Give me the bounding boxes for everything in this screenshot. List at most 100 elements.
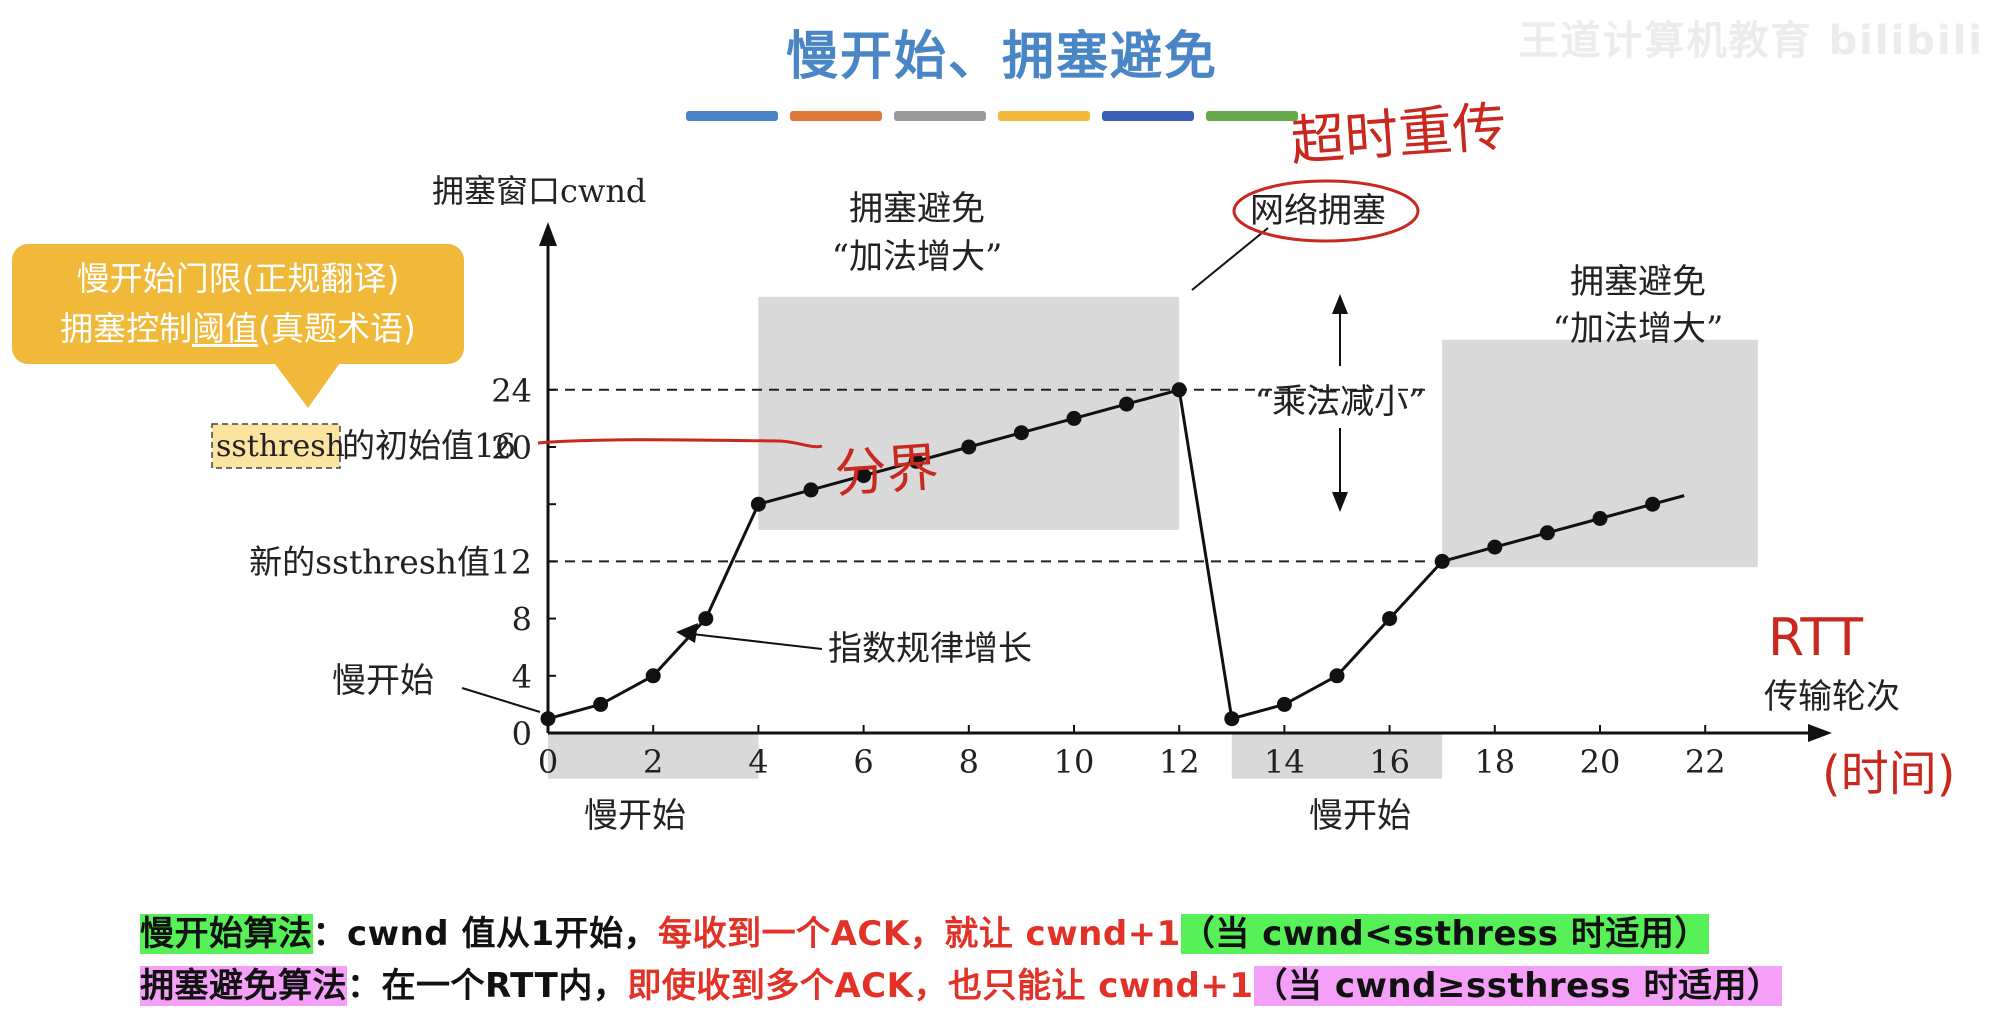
ssthresh-initial-box xyxy=(211,423,341,469)
handwritten-boundary: 分界 xyxy=(833,438,941,505)
callout-line1: 慢开始门限(正规翻译) xyxy=(76,259,400,298)
data-point-first-11 xyxy=(1119,396,1135,412)
callout-line2-suffix: (真题术语) xyxy=(258,309,416,348)
callout-line2: 拥塞控制阈值(真题术语) xyxy=(12,304,464,354)
ssthresh-initial-label: 的初始值16 xyxy=(342,426,516,465)
y-tick-label-4: 4 xyxy=(512,658,532,696)
color-bar-segment-5 xyxy=(1206,111,1298,121)
shaded-region-2 xyxy=(1231,733,1443,779)
x-tick-label-10: 10 xyxy=(1054,743,1095,781)
annotation-slow-start: 慢开始 xyxy=(332,661,434,701)
slow-start-part2: 每收到一个ACK，就让 cwnd+1 xyxy=(658,914,1181,954)
slow-start-algorithm: 慢开始算法：cwnd 值从1开始，每收到一个ACK，就让 cwnd+1（当 cw… xyxy=(140,906,1709,955)
annotation-exponential: 指数规律增长 xyxy=(828,629,1032,669)
color-bar xyxy=(686,106,1310,125)
annotation-slow-start-line xyxy=(461,687,541,713)
x-tick-label-0: 0 xyxy=(538,743,558,781)
shaded-region-0 xyxy=(548,733,759,779)
callout-line2-underlined: 阈值 xyxy=(192,309,259,348)
callout-tail xyxy=(272,360,342,408)
data-point-first-8 xyxy=(961,439,977,455)
congestion-avoid-part2: 即使收到多个ACK，也只能让 cwnd+1 xyxy=(627,966,1254,1006)
data-point-second-14 xyxy=(1276,696,1292,712)
x-tick-label-16: 16 xyxy=(1369,743,1410,781)
annotation-exponential-arrow xyxy=(676,623,698,643)
color-bar-segment-1 xyxy=(790,111,882,121)
series-line-drop xyxy=(1177,389,1234,719)
congestion-avoid-algorithm: 拥塞避免算法：在一个RTT内，即使收到多个ACK，也只能让 cwnd+1（当 c… xyxy=(140,958,1782,1007)
color-bar-segment-0 xyxy=(686,111,778,121)
watermark: 王道计算机教育 bilibili xyxy=(1518,18,1984,64)
data-point-first-10 xyxy=(1066,410,1082,426)
x-tick-label-4: 4 xyxy=(748,743,768,781)
slow-start-condition: （当 cwnd<ssthress 时适用） xyxy=(1180,914,1709,954)
color-bar-segment-4 xyxy=(1102,111,1194,121)
congestion-avoid-part1: 在一个RTT内， xyxy=(381,966,628,1006)
page-title: 慢开始、拥塞避免 xyxy=(785,27,1218,87)
data-point-first-12 xyxy=(1171,382,1187,398)
annotation-congestion-line xyxy=(1191,227,1269,291)
x-tick-label-22: 22 xyxy=(1685,743,1726,781)
data-point-first-7 xyxy=(908,453,924,469)
y-tick-label-24: 24 xyxy=(491,372,532,410)
data-point-first-9 xyxy=(1013,425,1029,441)
slow-start-part1: cwnd 值从1开始， xyxy=(347,914,659,954)
congestion-avoid-algorithm-name: 拥塞避免算法 xyxy=(140,966,347,1006)
handwritten-boundary-line xyxy=(537,438,823,449)
x-axis-label: 传输轮次 xyxy=(1764,677,1900,717)
congestion-avoid-condition: （当 cwnd≥ssthress 时适用） xyxy=(1253,966,1782,1006)
x-tick-label-2: 2 xyxy=(643,743,663,781)
y-tick-label-0: 0 xyxy=(512,715,532,753)
data-point-second-17 xyxy=(1434,553,1450,569)
data-point-second-18 xyxy=(1487,539,1503,555)
annotation-multiplicative: “乘法减小” xyxy=(1255,382,1426,422)
handwritten-rtt: RTT xyxy=(1768,608,1863,668)
data-point-first-3 xyxy=(698,611,714,627)
ssthresh-initial-box-text: ssthresh xyxy=(216,429,345,464)
region-label-3-0: 拥塞避免 xyxy=(1570,262,1706,302)
series-line-second xyxy=(1231,494,1685,721)
data-point-first-4 xyxy=(750,496,766,512)
x-tick-label-6: 6 xyxy=(853,743,873,781)
data-point-first-0 xyxy=(540,711,556,727)
data-point-second-15 xyxy=(1329,668,1345,684)
annotation-congestion: 网络拥塞 xyxy=(1250,191,1386,231)
data-point-first-6 xyxy=(856,468,872,484)
shaded-region-1 xyxy=(758,296,1180,530)
region-label-3-1: “加法增大” xyxy=(1553,309,1724,349)
x-axis-arrow xyxy=(1808,724,1832,742)
congestion-avoid-colon: ： xyxy=(347,966,382,1006)
congestion-circle xyxy=(1232,179,1420,243)
y-axis-arrow xyxy=(539,222,557,246)
slow-start-colon: ： xyxy=(312,914,347,954)
x-tick-label-20: 20 xyxy=(1580,743,1621,781)
ssthresh-callout: 慢开始门限(正规翻译) 拥塞控制阈值(真题术语) xyxy=(12,244,464,364)
x-tick-label-14: 14 xyxy=(1264,743,1305,781)
y-tick-label-8: 8 xyxy=(512,601,532,639)
data-point-second-16 xyxy=(1382,611,1398,627)
handwritten-timeout: 超时重传 xyxy=(1289,95,1509,173)
region-label-0-0: 慢开始 xyxy=(584,796,686,836)
region-label-1-1: “加法增大” xyxy=(832,237,1003,277)
slow-start-algorithm-name: 慢开始算法 xyxy=(140,914,313,954)
data-point-second-13 xyxy=(1224,711,1240,727)
x-tick-label-8: 8 xyxy=(959,743,979,781)
color-bar-segment-3 xyxy=(998,111,1090,121)
data-point-first-5 xyxy=(803,482,819,498)
y-tick-label-20: 20 xyxy=(491,429,532,467)
x-tick-label-18: 18 xyxy=(1474,743,1515,781)
data-point-second-19 xyxy=(1539,525,1555,541)
callout-line2-prefix: 拥塞控制 xyxy=(60,309,193,348)
multiplicative-arrow-down xyxy=(1332,492,1348,512)
region-label-2-0: 慢开始 xyxy=(1309,796,1411,836)
data-point-second-21 xyxy=(1645,496,1661,512)
annotation-exponential-line xyxy=(691,633,823,650)
data-point-first-1 xyxy=(593,696,609,712)
y-axis-label: 拥塞窗口cwnd xyxy=(432,172,646,210)
x-tick-label-12: 12 xyxy=(1159,743,1200,781)
data-point-first-2 xyxy=(645,668,661,684)
region-label-1-0: 拥塞避免 xyxy=(849,189,985,229)
color-bar-segment-2 xyxy=(894,111,986,121)
ssthresh-new-label: 新的ssthresh值12 xyxy=(249,542,532,581)
